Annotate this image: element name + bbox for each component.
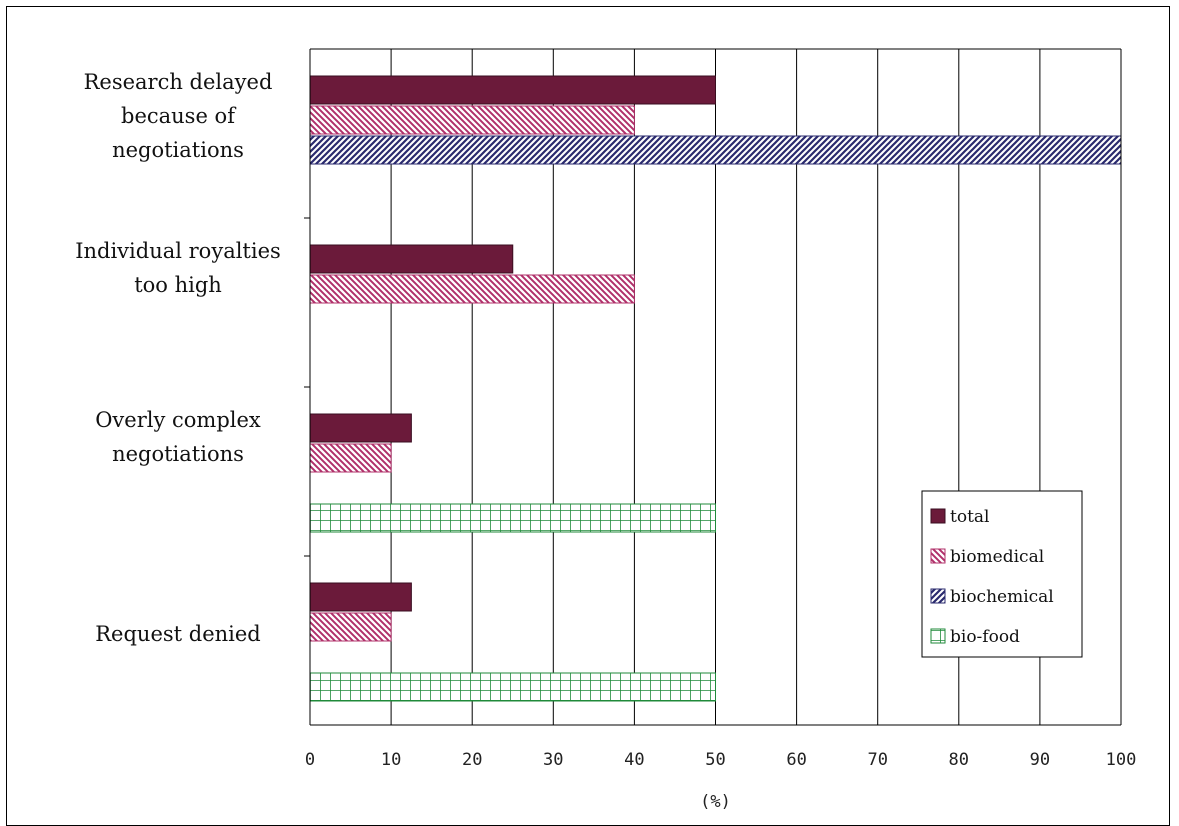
x-tick-label: 10 [381, 750, 401, 770]
x-tick-label: 30 [543, 750, 563, 770]
bar-bio-food [309, 672, 716, 702]
legend-label-total: total [950, 507, 989, 527]
bar-biochemical [309, 135, 1122, 165]
bars [309, 75, 1122, 702]
bar-biomedical [309, 105, 635, 135]
legend-label-biomedical: biomedical [950, 547, 1044, 567]
bar-total [309, 244, 514, 274]
category-label: Overly complex [95, 408, 261, 432]
legend-label-bio-food: bio-food [950, 627, 1020, 647]
x-axis-unit-label: (%) [700, 792, 731, 812]
legend-swatch-total [930, 508, 946, 524]
axes [304, 48, 1122, 726]
legend-swatch-biomedical [930, 548, 946, 564]
legend-label-biochemical: biochemical [950, 587, 1054, 607]
category-labels: Research delayed because of negotiations In… [75, 70, 281, 646]
x-tick-labels: 0 10 20 30 40 50 60 70 80 90 100 [305, 750, 1136, 770]
category-label: because of [121, 104, 237, 128]
legend-swatch-biochemical [930, 588, 946, 604]
legend-swatch-bio-food [930, 628, 946, 644]
x-tick-label: 20 [462, 750, 482, 770]
x-tick-label: 60 [786, 750, 806, 770]
x-tick-label: 50 [705, 750, 725, 770]
bar-bio-food [309, 503, 716, 533]
category-label: Individual royalties [75, 239, 281, 263]
category-label: negotiations [112, 442, 244, 466]
category-label: Research delayed [84, 70, 273, 94]
legend: total biomedical biochemical bio-food [921, 490, 1083, 658]
bar-total [309, 413, 412, 443]
x-tick-label: 80 [949, 750, 969, 770]
bar-biomedical [309, 274, 635, 304]
category-label: negotiations [112, 138, 244, 162]
bar-biomedical [309, 612, 392, 642]
category-label: too high [134, 273, 222, 297]
legend-box [921, 490, 1083, 658]
x-tick-label: 100 [1106, 750, 1137, 770]
bar-total [309, 75, 716, 105]
x-tick-label: 90 [1030, 750, 1050, 770]
x-tick-label: 70 [867, 750, 887, 770]
x-tick-label: 40 [624, 750, 644, 770]
bar-total [309, 582, 412, 612]
bar-biomedical [309, 443, 392, 473]
category-label: Request denied [95, 622, 261, 646]
x-tick-label: 0 [305, 750, 315, 770]
